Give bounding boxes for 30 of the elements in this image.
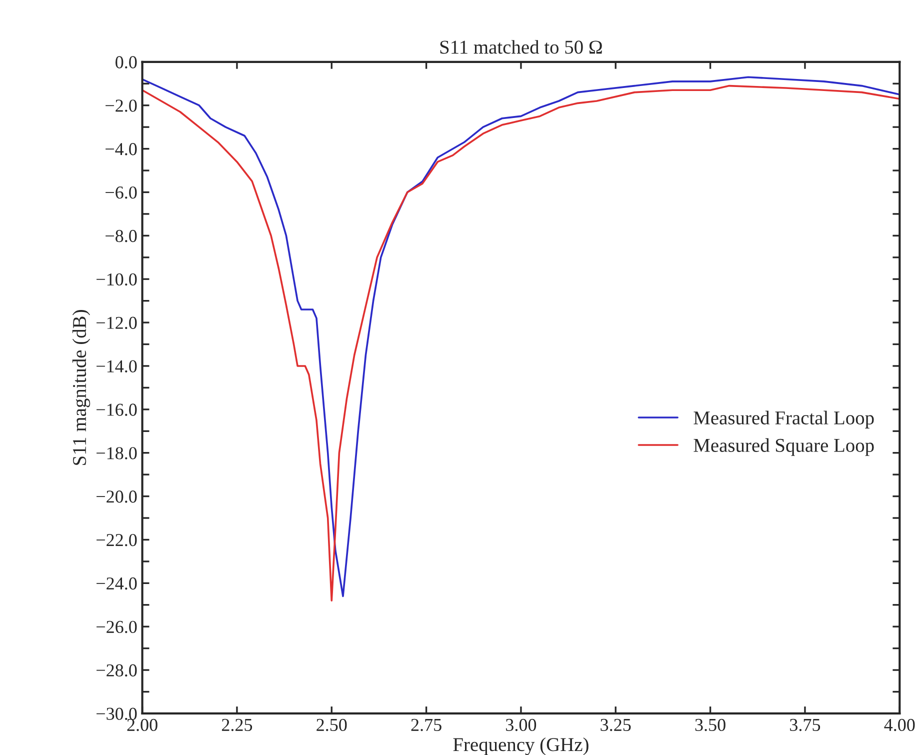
y-tick-label: −22.0 xyxy=(96,534,137,546)
x-tick-label: 2.00 xyxy=(127,718,158,732)
y-tick-label: −8.0 xyxy=(106,230,137,242)
y-axis-title: S11 magnitude (dB) xyxy=(72,310,90,465)
y-tick-label: −4.0 xyxy=(106,143,137,156)
y-tick-label: −14.0 xyxy=(96,360,137,372)
y-tick-label: −18.0 xyxy=(96,447,137,460)
y-tick-label: −6.0 xyxy=(106,186,137,199)
y-tick-label: −12.0 xyxy=(96,316,137,330)
y-tick-label: −24.0 xyxy=(96,577,137,590)
y-tick-label: −28.0 xyxy=(96,664,137,677)
x-tick-label: 4.00 xyxy=(884,718,915,732)
x-tick-label: 2.50 xyxy=(316,718,347,732)
x-tick-label: 3.50 xyxy=(695,718,726,732)
y-tick-label: −2.0 xyxy=(106,100,137,112)
y-tick-label: −30.0 xyxy=(96,708,137,720)
x-tick-label: 2.25 xyxy=(222,718,252,732)
y-tick-label: −26.0 xyxy=(96,620,137,634)
chart-title: S11 matched to 50 Ω xyxy=(440,40,602,54)
x-tick-label: 3.75 xyxy=(790,718,820,732)
x-tick-label: 2.75 xyxy=(411,718,442,732)
y-tick-label: −20.0 xyxy=(96,490,137,503)
x-tick-label: 3.25 xyxy=(600,718,631,732)
y-tick-label: −16.0 xyxy=(96,404,137,416)
x-axis-title: Frequency (GHz) xyxy=(453,737,588,755)
y-tick-label: 0.0 xyxy=(116,56,137,68)
x-tick-label: 3.00 xyxy=(506,718,536,732)
legend-label: Measured Fractal Loop xyxy=(694,410,874,428)
y-tick-label: −10.0 xyxy=(96,273,137,286)
legend-label: Measured Square Loop xyxy=(694,438,874,456)
